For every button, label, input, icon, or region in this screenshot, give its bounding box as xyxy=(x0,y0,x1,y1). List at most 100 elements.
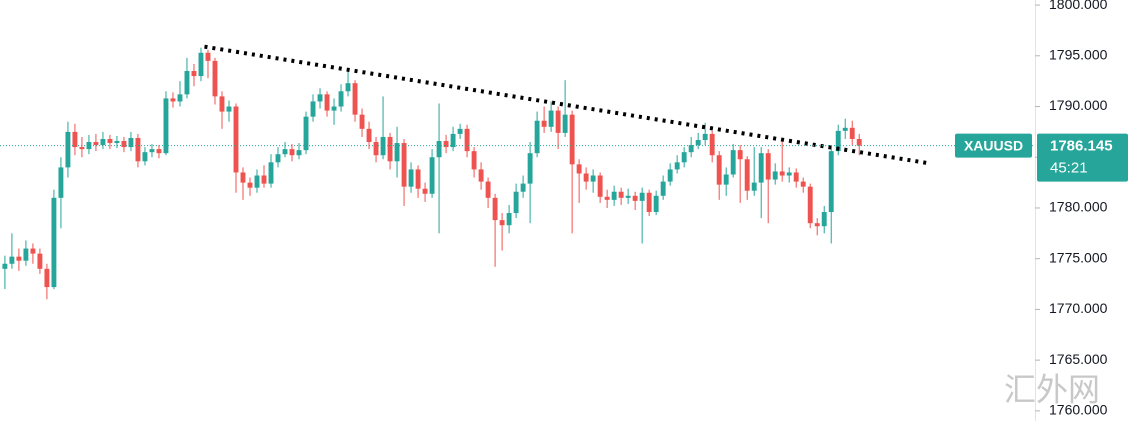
candle-body xyxy=(660,181,666,196)
candle-body xyxy=(618,191,624,198)
candle-body xyxy=(352,83,358,115)
candle-body xyxy=(765,153,771,180)
candle-body xyxy=(86,142,92,150)
candle-body xyxy=(478,169,484,182)
candle-body xyxy=(72,131,78,148)
watermark: 汇外网 xyxy=(1004,371,1100,409)
candle-body xyxy=(653,195,659,213)
candle-body xyxy=(310,101,316,117)
candle-body xyxy=(562,114,568,133)
candle-body xyxy=(513,191,519,214)
candle-body xyxy=(93,142,99,146)
candle-body xyxy=(2,263,8,269)
candle-body xyxy=(254,175,260,188)
y-tick-label: 1780.000 xyxy=(1049,199,1108,215)
candle-body xyxy=(79,147,85,150)
candle-body xyxy=(492,197,498,221)
y-tick-label: 1775.000 xyxy=(1049,249,1108,265)
candle-body xyxy=(520,183,526,192)
candle-body xyxy=(65,131,71,168)
candle-body xyxy=(751,182,757,191)
candle-body xyxy=(205,52,211,61)
candle-body xyxy=(485,181,491,198)
y-tick-label: 1800.000 xyxy=(1049,0,1108,12)
candle-body xyxy=(170,98,176,102)
candle-body xyxy=(674,162,680,170)
candle-body xyxy=(331,106,337,111)
candle-body xyxy=(821,212,827,227)
candle-body xyxy=(681,152,687,163)
candle-body xyxy=(142,152,148,162)
candle-body xyxy=(324,94,330,111)
candle-body xyxy=(807,186,813,224)
price-label: 1786.145 xyxy=(1050,138,1113,155)
candle-body xyxy=(23,248,29,261)
candle-body xyxy=(758,153,764,183)
candle-body xyxy=(240,172,246,183)
candle-body xyxy=(9,256,15,264)
candle-body xyxy=(107,138,113,144)
candle-body xyxy=(247,182,253,188)
candle-body xyxy=(51,197,57,288)
candle-body xyxy=(457,128,463,134)
candle-body xyxy=(450,133,456,148)
candle-body xyxy=(387,136,393,162)
candle-body xyxy=(296,150,302,156)
candle-body xyxy=(667,169,673,182)
candle-body xyxy=(737,150,743,160)
candle-body xyxy=(422,188,428,194)
candle-body xyxy=(408,169,414,187)
symbol-box xyxy=(955,133,1032,158)
candle-body xyxy=(702,133,708,140)
candle-body xyxy=(541,120,547,127)
candle-body xyxy=(506,213,512,226)
candle-body xyxy=(632,195,638,201)
candle-body xyxy=(849,127,855,139)
candle-body xyxy=(800,181,806,187)
candle-body xyxy=(548,110,554,127)
candle-body xyxy=(359,114,365,129)
candle-body xyxy=(709,133,715,156)
candle-body xyxy=(219,96,225,112)
candle-body xyxy=(471,151,477,170)
candle-body xyxy=(30,248,36,254)
candle-body xyxy=(772,171,778,180)
candle-body xyxy=(394,143,400,162)
candle-body xyxy=(604,196,610,200)
candle-body xyxy=(688,145,694,153)
candle-body xyxy=(282,149,288,155)
candle-body xyxy=(317,94,323,102)
y-tick-label: 1765.000 xyxy=(1049,351,1108,367)
candle-body xyxy=(233,106,239,173)
candle-body xyxy=(611,191,617,200)
candle-body xyxy=(779,171,785,176)
candle-body xyxy=(828,151,834,213)
countdown: 45:21 xyxy=(1050,160,1088,177)
candle-body xyxy=(212,60,218,97)
candle-body xyxy=(583,173,589,182)
candle-body xyxy=(639,192,645,201)
candle-body xyxy=(842,127,848,131)
price-box xyxy=(1037,133,1128,182)
candle-body xyxy=(261,175,267,184)
candle-body xyxy=(44,268,50,288)
candle-body xyxy=(366,128,372,143)
y-tick-label: 1770.000 xyxy=(1049,300,1108,316)
candle-body xyxy=(149,149,155,153)
candle-body xyxy=(121,141,127,148)
symbol-label: XAUUSD xyxy=(964,137,1023,153)
candle-body xyxy=(338,91,344,107)
candle-body xyxy=(527,153,533,184)
candle-body xyxy=(856,138,862,146)
candle-body xyxy=(499,220,505,226)
candle-body xyxy=(744,159,750,191)
candle-body xyxy=(436,141,442,158)
candle-body xyxy=(177,94,183,102)
candle-body xyxy=(380,136,386,156)
candle-body xyxy=(226,106,232,112)
candle-body xyxy=(303,116,309,151)
candle-body xyxy=(534,120,540,154)
candle-body xyxy=(415,169,421,189)
